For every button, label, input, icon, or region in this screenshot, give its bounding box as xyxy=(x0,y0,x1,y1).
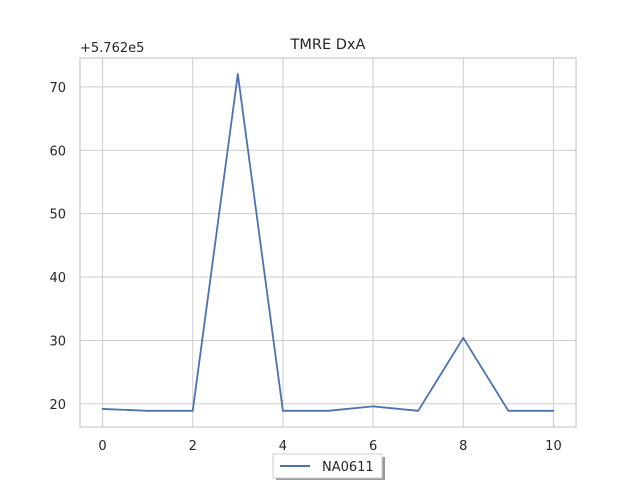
data-point-0-5 xyxy=(327,409,329,412)
data-point-0-6 xyxy=(372,405,374,408)
data-point-0-7 xyxy=(417,409,420,412)
data-point-0-10 xyxy=(552,409,555,412)
x-tick-label-6: 6 xyxy=(369,439,377,454)
data-point-0-1 xyxy=(146,409,149,412)
data-point-0-4 xyxy=(282,409,284,412)
x-tick-label-10: 10 xyxy=(545,439,562,454)
chart-title: TMRE DxA xyxy=(290,37,366,53)
data-point-0-9 xyxy=(507,409,510,412)
y-tick-label-70: 70 xyxy=(49,81,66,96)
x-tick-label-4: 4 xyxy=(279,439,287,454)
plot-area-frame xyxy=(79,57,577,428)
grid-lines xyxy=(80,58,576,427)
legend-label-na0611: NA0611 xyxy=(322,460,374,475)
data-point-0-0 xyxy=(101,408,104,410)
axis-tick-labels: 0 2 4 6 8 10 20 30 40 50 60 70 xyxy=(49,81,561,454)
x-tick-label-2: 2 xyxy=(189,439,197,454)
y-tick-label-50: 50 xyxy=(49,208,66,223)
x-tick-label-8: 8 xyxy=(459,439,467,454)
y-axis-offset-label: +5.762e5 xyxy=(80,41,144,56)
x-tick-label-0: 0 xyxy=(98,439,106,454)
series-layer xyxy=(101,73,555,412)
y-tick-label-60: 60 xyxy=(49,144,66,159)
data-point-0-3 xyxy=(236,73,239,76)
y-tick-label-30: 30 xyxy=(49,334,66,349)
data-point-0-2 xyxy=(191,409,194,412)
legend: NA0611 xyxy=(272,453,385,480)
y-tick-label-20: 20 xyxy=(49,398,66,413)
data-point-0-8 xyxy=(462,337,465,339)
y-tick-label-40: 40 xyxy=(49,271,66,286)
